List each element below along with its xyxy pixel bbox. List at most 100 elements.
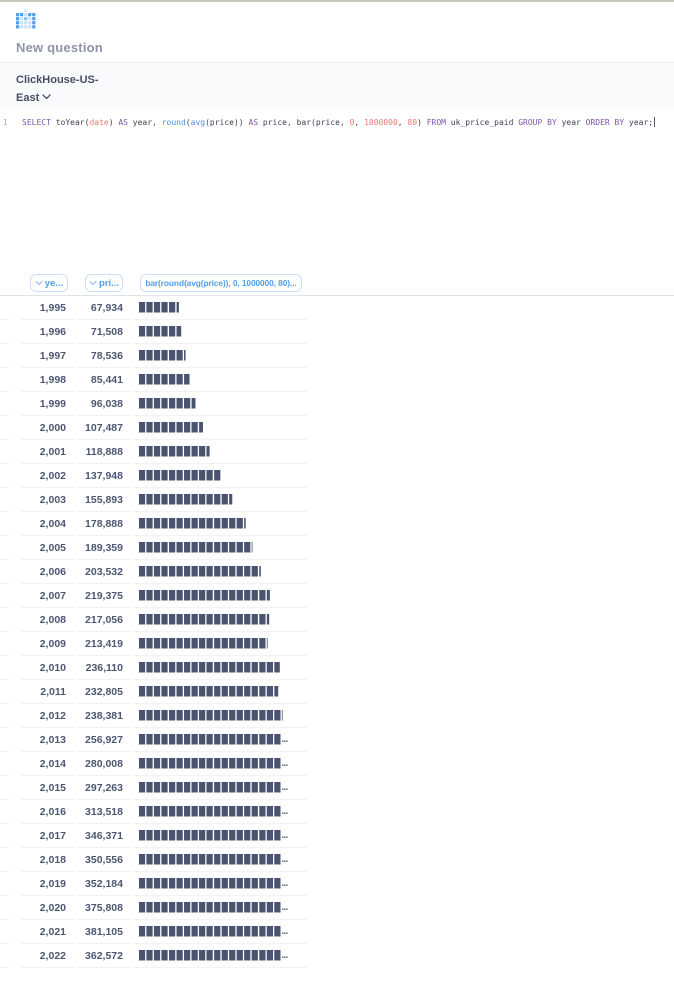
- price-cell[interactable]: 280,008: [77, 752, 130, 776]
- price-cell[interactable]: 213,419: [77, 632, 130, 656]
- bar-cell[interactable]: █████████████████▏: [133, 632, 307, 656]
- bar-cell[interactable]: ███████████████████████▊: [133, 776, 307, 800]
- price-cell[interactable]: 236,110: [77, 656, 130, 680]
- bar-value[interactable]: █████████████████████████████: [139, 950, 291, 961]
- price-cell[interactable]: 375,808: [77, 896, 130, 920]
- bar-value[interactable]: █████▍: [139, 302, 185, 313]
- metabase-logo-icon[interactable]: [16, 9, 36, 29]
- year-cell[interactable]: 2,006: [21, 560, 74, 584]
- bar-value[interactable]: █████████████████▌: [139, 590, 275, 601]
- bar-value[interactable]: █████████████████▍: [139, 614, 275, 625]
- bar-value[interactable]: █████████████████████████▏: [139, 806, 291, 817]
- year-cell[interactable]: 2,017: [21, 824, 74, 848]
- year-cell[interactable]: 1,997: [21, 344, 74, 368]
- bar-value[interactable]: ██████████████████▉: [139, 662, 282, 673]
- price-cell[interactable]: 350,556: [77, 848, 130, 872]
- bar-value[interactable]: ███████████████████████▊: [139, 782, 291, 793]
- bar-cell[interactable]: ███████████: [133, 464, 307, 488]
- year-cell[interactable]: 2,013: [21, 728, 74, 752]
- price-cell[interactable]: 189,359: [77, 536, 130, 560]
- bar-value[interactable]: ███████████████▏: [139, 542, 260, 553]
- bar-value[interactable]: ████████▋: [139, 422, 207, 433]
- year-cell[interactable]: 2,002: [21, 464, 74, 488]
- column-header-bar[interactable]: bar(round(avg(price)), 0, 1000000, 80)..…: [140, 274, 302, 292]
- bar-cell[interactable]: █████████████████████████▏: [133, 800, 307, 824]
- bar-cell[interactable]: ████████████████████▌: [133, 728, 307, 752]
- bar-cell[interactable]: █████▍: [133, 296, 307, 320]
- bar-cell[interactable]: ██████████████████████████████▌: [133, 920, 307, 944]
- bar-cell[interactable]: ████████████████▎: [133, 560, 307, 584]
- year-cell[interactable]: 1,999: [21, 392, 74, 416]
- year-cell[interactable]: 2,004: [21, 512, 74, 536]
- year-cell[interactable]: 2,003: [21, 488, 74, 512]
- column-header-price[interactable]: pri...: [85, 274, 123, 292]
- bar-value[interactable]: ███████████████████▏: [139, 710, 290, 721]
- bar-value[interactable]: ██████▉: [139, 374, 192, 385]
- year-cell[interactable]: 1,995: [21, 296, 74, 320]
- bar-value[interactable]: ██████████████████████▍: [139, 758, 291, 769]
- year-cell[interactable]: 2,014: [21, 752, 74, 776]
- year-cell[interactable]: 2,021: [21, 920, 74, 944]
- bar-cell[interactable]: █████████████████████████████: [133, 944, 307, 968]
- price-cell[interactable]: 313,518: [77, 800, 130, 824]
- year-cell[interactable]: 2,000: [21, 416, 74, 440]
- bar-value[interactable]: ████████████████▎: [139, 566, 267, 577]
- price-cell[interactable]: 137,948: [77, 464, 130, 488]
- year-cell[interactable]: 2,001: [21, 440, 74, 464]
- year-cell[interactable]: 2,012: [21, 704, 74, 728]
- price-cell[interactable]: 346,371: [77, 824, 130, 848]
- bar-cell[interactable]: ████████▋: [133, 416, 307, 440]
- year-cell[interactable]: 2,009: [21, 632, 74, 656]
- price-cell[interactable]: 107,487: [77, 416, 130, 440]
- year-cell[interactable]: 1,996: [21, 320, 74, 344]
- price-cell[interactable]: 219,375: [77, 584, 130, 608]
- bar-value[interactable]: ████████████████████▌: [139, 734, 291, 745]
- bar-value[interactable]: ████████████████████████████: [139, 854, 291, 865]
- bar-cell[interactable]: ██████████████████████▍: [133, 752, 307, 776]
- bar-cell[interactable]: ███████████████████████████▊: [133, 824, 307, 848]
- year-cell[interactable]: 2,022: [21, 944, 74, 968]
- year-cell[interactable]: 2,011: [21, 680, 74, 704]
- bar-value[interactable]: ████████████▌: [139, 494, 237, 505]
- price-cell[interactable]: 118,888: [77, 440, 130, 464]
- year-cell[interactable]: 2,005: [21, 536, 74, 560]
- year-cell[interactable]: 2,007: [21, 584, 74, 608]
- price-cell[interactable]: 232,805: [77, 680, 130, 704]
- bar-cell[interactable]: ███████▋: [133, 392, 307, 416]
- bar-value[interactable]: ██████████████████████████████▏: [139, 902, 291, 913]
- price-cell[interactable]: 203,532: [77, 560, 130, 584]
- bar-cell[interactable]: ██████████████▎: [133, 512, 307, 536]
- bar-cell[interactable]: ███████████████████▏: [133, 704, 307, 728]
- year-cell[interactable]: 1,998: [21, 368, 74, 392]
- bar-cell[interactable]: ███████████████▏: [133, 536, 307, 560]
- price-cell[interactable]: 238,381: [77, 704, 130, 728]
- price-cell[interactable]: 381,105: [77, 920, 130, 944]
- bar-cell[interactable]: ██████████████████▋: [133, 680, 307, 704]
- bar-value[interactable]: ██████▎: [139, 350, 192, 361]
- price-cell[interactable]: 352,184: [77, 872, 130, 896]
- bar-value[interactable]: ███████▋: [139, 398, 200, 409]
- bar-value[interactable]: ████████████████████████████▏: [139, 878, 291, 889]
- bar-cell[interactable]: █████████████████▌: [133, 584, 307, 608]
- sql-editor[interactable]: 1 SELECT toYear(date) AS year, round(avg…: [0, 109, 674, 267]
- price-cell[interactable]: 96,038: [77, 392, 130, 416]
- bar-cell[interactable]: ██████▎: [133, 344, 307, 368]
- bar-cell[interactable]: ████████████▌: [133, 488, 307, 512]
- bar-value[interactable]: █████████████████▏: [139, 638, 275, 649]
- year-cell[interactable]: 2,020: [21, 896, 74, 920]
- bar-cell[interactable]: ████████████████████████████▏: [133, 872, 307, 896]
- bar-value[interactable]: █████████▌: [139, 446, 215, 457]
- bar-value[interactable]: ██████████████████████████████▌: [139, 926, 291, 937]
- price-cell[interactable]: 178,888: [77, 512, 130, 536]
- price-cell[interactable]: 67,934: [77, 296, 130, 320]
- bar-value[interactable]: █████▊: [139, 326, 185, 337]
- bar-value[interactable]: ███████████████████████████▊: [139, 830, 291, 841]
- year-cell[interactable]: 2,010: [21, 656, 74, 680]
- price-cell[interactable]: 85,441: [77, 368, 130, 392]
- price-cell[interactable]: 71,508: [77, 320, 130, 344]
- price-cell[interactable]: 297,263: [77, 776, 130, 800]
- bar-cell[interactable]: █████████████████▍: [133, 608, 307, 632]
- bar-value[interactable]: ██████████████████▋: [139, 686, 282, 697]
- bar-value[interactable]: ██████████████▎: [139, 518, 252, 529]
- year-cell[interactable]: 2,008: [21, 608, 74, 632]
